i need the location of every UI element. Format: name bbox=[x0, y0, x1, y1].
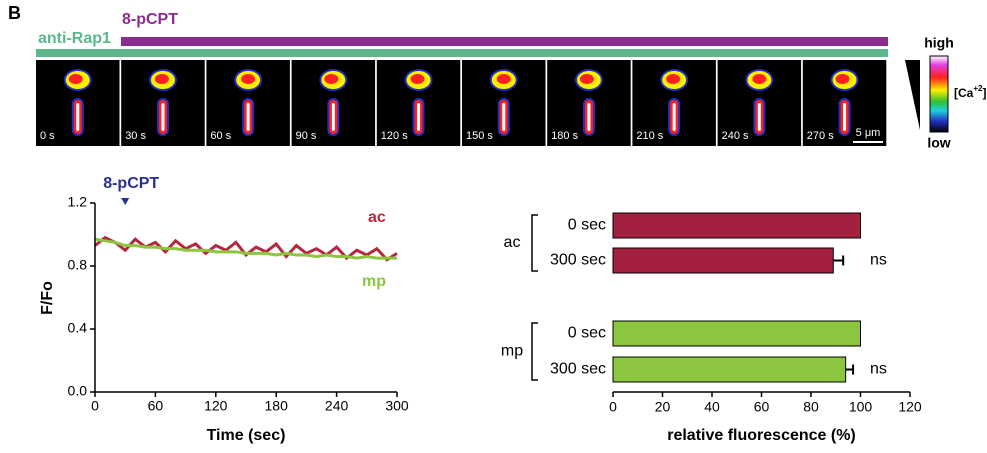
frame-label: 270 s bbox=[807, 130, 834, 142]
x-tick-label: 80 bbox=[803, 399, 819, 415]
frame-label: 30 s bbox=[125, 130, 146, 142]
frame-label: 150 s bbox=[466, 130, 493, 142]
cell-tail bbox=[502, 103, 505, 131]
panel-label: B bbox=[8, 3, 21, 23]
x-tick-label: 0 bbox=[91, 398, 99, 414]
x-axis-label: Time (sec) bbox=[207, 427, 286, 444]
cell-head bbox=[155, 74, 169, 84]
y-tick-label: 0.8 bbox=[68, 257, 88, 273]
colorbar bbox=[930, 56, 948, 132]
frame-label: 0 s bbox=[40, 130, 55, 142]
group-label: ac bbox=[504, 234, 521, 251]
x-tick-label: 100 bbox=[849, 399, 873, 415]
frame-label: 180 s bbox=[551, 130, 578, 142]
cell-tail bbox=[417, 103, 420, 131]
series-label: mp bbox=[362, 273, 386, 290]
cell-head bbox=[580, 74, 594, 84]
category-label: 0 sec bbox=[568, 217, 606, 234]
colorbar-label: [Ca+2] bbox=[954, 84, 986, 100]
bar bbox=[613, 321, 861, 346]
cell-head bbox=[411, 74, 425, 84]
value-annotation: ns bbox=[870, 252, 887, 269]
x-tick-label: 0 bbox=[609, 399, 617, 415]
cell-tail bbox=[161, 103, 164, 131]
frame-label: 60 s bbox=[210, 130, 231, 142]
colorbar-low: low bbox=[927, 135, 950, 151]
x-tick-label: 40 bbox=[704, 399, 720, 415]
cell-head bbox=[69, 74, 83, 84]
error-bar bbox=[833, 256, 843, 266]
cell-head bbox=[752, 74, 766, 84]
cell-tail bbox=[843, 103, 846, 131]
y-tick-label: 1.2 bbox=[68, 194, 88, 210]
wedge bbox=[905, 60, 920, 130]
bar bbox=[613, 248, 833, 273]
cell-tail bbox=[758, 103, 761, 131]
x-axis-label: relative fluorescence (%) bbox=[667, 427, 856, 444]
y-tick-label: 0.4 bbox=[68, 320, 88, 336]
colorbar-high: high bbox=[924, 35, 954, 51]
cell-head bbox=[666, 74, 680, 84]
frame-label: 210 s bbox=[636, 130, 663, 142]
series-label: ac bbox=[368, 209, 386, 226]
category-label: 0 sec bbox=[568, 325, 606, 342]
colorbar-label-end: ] bbox=[982, 86, 986, 100]
cell-head bbox=[241, 74, 255, 84]
treatment-label: anti-Rap1 bbox=[38, 30, 111, 47]
group-label: mp bbox=[501, 343, 523, 360]
cell-tail bbox=[76, 103, 79, 131]
x-tick-label: 120 bbox=[204, 398, 228, 414]
x-tick-label: 60 bbox=[148, 398, 164, 414]
cell-tail bbox=[673, 103, 676, 131]
frame-label: 90 s bbox=[296, 130, 317, 142]
cell-tail bbox=[247, 103, 250, 131]
x-tick-label: 180 bbox=[265, 398, 289, 414]
cell-tail bbox=[587, 103, 590, 131]
group-bracket bbox=[532, 215, 538, 271]
frame-label: 120 s bbox=[381, 130, 408, 142]
figure: B high low [Ca+2] anti-Rap1 8-pCPT 0 s 30 s… bbox=[0, 0, 987, 448]
category-label: 300 sec bbox=[550, 361, 606, 378]
x-tick-label: 60 bbox=[754, 399, 770, 415]
value-annotation: ns bbox=[870, 361, 887, 378]
x-tick-label: 240 bbox=[325, 398, 349, 414]
bar bbox=[613, 357, 846, 382]
y-tick-label: 0.0 bbox=[68, 383, 88, 399]
group-bracket bbox=[532, 323, 538, 380]
x-tick-label: 20 bbox=[655, 399, 671, 415]
treatment-bar bbox=[36, 49, 888, 57]
cell-head bbox=[497, 74, 511, 84]
cell-head bbox=[836, 74, 850, 84]
x-tick-label: 300 bbox=[385, 398, 409, 414]
y-axis-label: F/Fo bbox=[39, 281, 56, 315]
cell-tail bbox=[332, 103, 335, 131]
scale-label: 5 μm bbox=[856, 127, 881, 139]
cell-head bbox=[324, 74, 338, 84]
frame-label: 240 s bbox=[722, 130, 749, 142]
treatment-label: 8-pCPT bbox=[122, 11, 178, 28]
annotation-marker bbox=[121, 198, 129, 205]
category-label: 300 sec bbox=[550, 252, 606, 269]
annotation: 8-pCPT bbox=[103, 175, 159, 192]
bar bbox=[613, 213, 861, 238]
treatment-bar bbox=[121, 37, 888, 46]
colorbar-label-text: [Ca bbox=[954, 86, 974, 100]
x-tick-label: 120 bbox=[898, 399, 922, 415]
error-bar bbox=[846, 365, 853, 375]
